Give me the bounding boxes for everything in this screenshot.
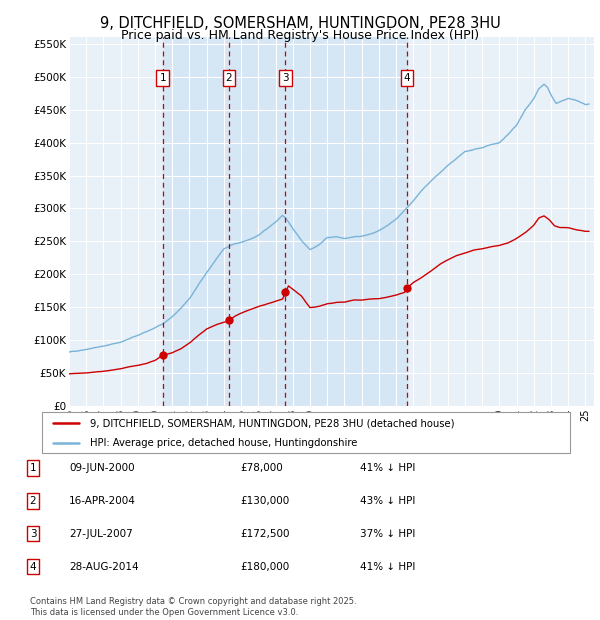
Text: 27-JUL-2007: 27-JUL-2007 bbox=[69, 529, 133, 539]
Text: HPI: Average price, detached house, Huntingdonshire: HPI: Average price, detached house, Hunt… bbox=[89, 438, 357, 448]
FancyBboxPatch shape bbox=[42, 412, 570, 453]
Bar bbox=[163, 37, 407, 406]
Text: £180,000: £180,000 bbox=[240, 562, 289, 572]
Text: £172,500: £172,500 bbox=[240, 529, 290, 539]
Text: 9, DITCHFIELD, SOMERSHAM, HUNTINGDON, PE28 3HU: 9, DITCHFIELD, SOMERSHAM, HUNTINGDON, PE… bbox=[100, 16, 500, 30]
Text: 1: 1 bbox=[29, 463, 37, 473]
Text: Contains HM Land Registry data © Crown copyright and database right 2025.
This d: Contains HM Land Registry data © Crown c… bbox=[30, 598, 356, 617]
Text: 3: 3 bbox=[29, 529, 37, 539]
Text: 16-APR-2004: 16-APR-2004 bbox=[69, 496, 136, 506]
Text: 1: 1 bbox=[160, 73, 166, 83]
Text: 2: 2 bbox=[226, 73, 232, 83]
Text: 43% ↓ HPI: 43% ↓ HPI bbox=[360, 496, 415, 506]
Text: 3: 3 bbox=[282, 73, 289, 83]
Text: Price paid vs. HM Land Registry's House Price Index (HPI): Price paid vs. HM Land Registry's House … bbox=[121, 29, 479, 42]
Text: 09-JUN-2000: 09-JUN-2000 bbox=[69, 463, 134, 473]
Text: 9, DITCHFIELD, SOMERSHAM, HUNTINGDON, PE28 3HU (detached house): 9, DITCHFIELD, SOMERSHAM, HUNTINGDON, PE… bbox=[89, 418, 454, 428]
Text: 4: 4 bbox=[29, 562, 37, 572]
Text: 41% ↓ HPI: 41% ↓ HPI bbox=[360, 463, 415, 473]
Text: 28-AUG-2014: 28-AUG-2014 bbox=[69, 562, 139, 572]
Text: 4: 4 bbox=[404, 73, 410, 83]
Text: £130,000: £130,000 bbox=[240, 496, 289, 506]
Text: 41% ↓ HPI: 41% ↓ HPI bbox=[360, 562, 415, 572]
Text: £78,000: £78,000 bbox=[240, 463, 283, 473]
Text: 37% ↓ HPI: 37% ↓ HPI bbox=[360, 529, 415, 539]
Text: 2: 2 bbox=[29, 496, 37, 506]
